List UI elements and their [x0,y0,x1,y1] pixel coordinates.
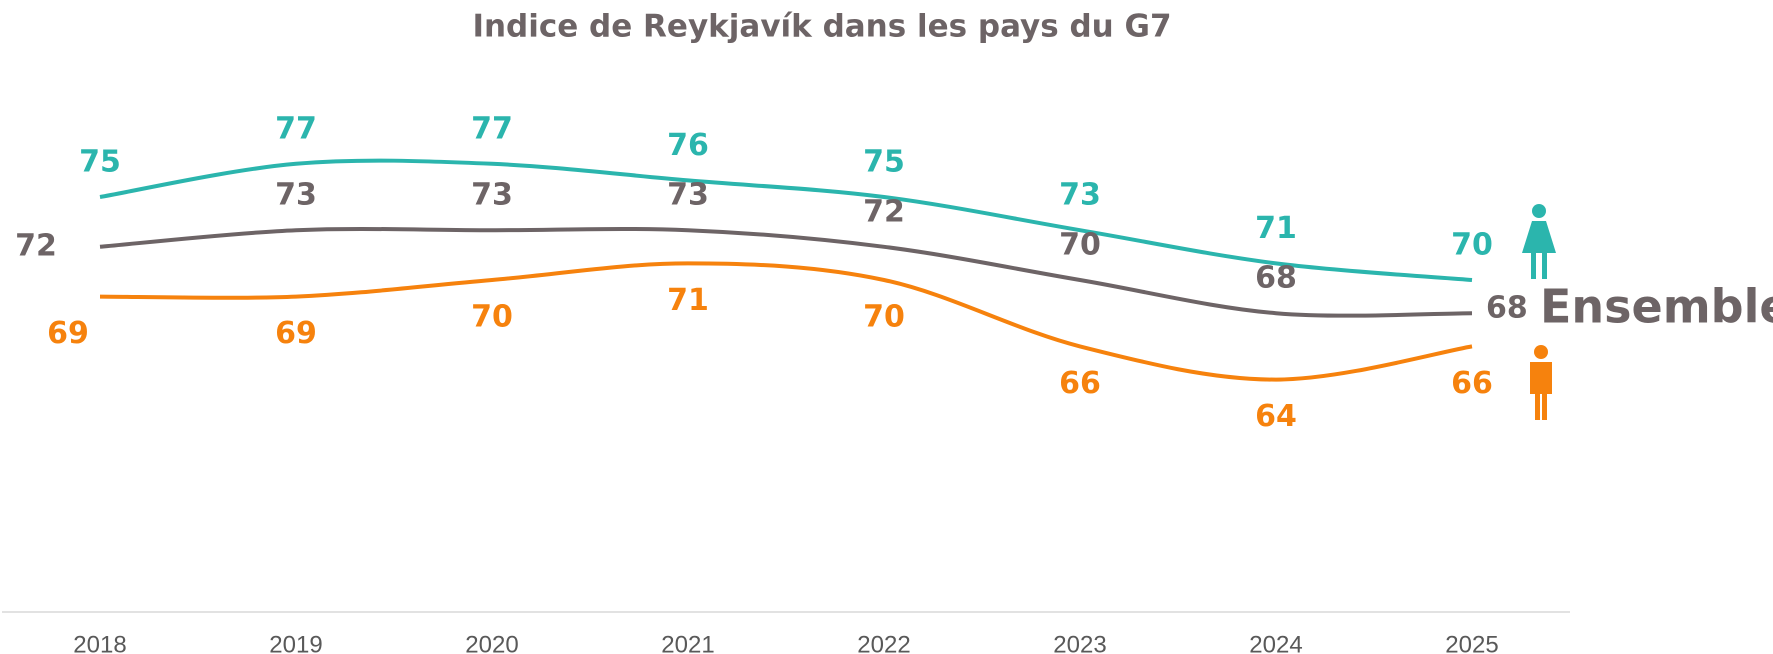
data-label: 66 [1059,366,1101,401]
man-icon [1530,345,1552,420]
chart-title: Indice de Reykjavík dans les pays du G7 [472,9,1171,45]
data-label: 73 [667,178,709,213]
x-tick-label: 2018 [73,631,126,654]
series-line [99,261,1473,382]
data-label: 72 [863,194,905,229]
x-tick-label: 2019 [269,631,322,654]
x-tick-label: 2023 [1053,631,1106,654]
data-label: 68 [1486,291,1528,326]
x-tick-label: 2024 [1249,631,1302,654]
data-label: 73 [275,178,317,213]
data-label: 73 [1059,178,1101,213]
woman-icon [1522,204,1556,279]
data-label: 70 [1451,228,1493,263]
x-tick-label: 2020 [465,631,518,654]
data-label: 70 [471,300,513,335]
data-label: 73 [471,178,513,213]
x-tick-label: 2022 [857,631,910,654]
data-label: 77 [471,111,513,146]
data-label: 70 [1059,228,1101,263]
x-tick-label: 2021 [661,631,714,654]
data-label: 71 [667,283,709,318]
data-label: 71 [1255,211,1297,246]
data-label: 75 [79,145,121,180]
data-label: 69 [275,316,317,351]
data-label: 64 [1255,399,1297,434]
data-label: 76 [667,128,709,163]
series-label: Ensemble [1540,280,1773,334]
data-label: 72 [15,228,57,263]
series-line [99,226,1473,318]
data-label: 69 [47,316,89,351]
data-label: 66 [1451,366,1493,401]
x-tick-label: 2025 [1445,631,1498,654]
data-label: 75 [863,145,905,180]
data-label: 70 [863,300,905,335]
data-label: 77 [275,111,317,146]
data-label: 68 [1255,261,1297,296]
series-line [99,158,1473,282]
